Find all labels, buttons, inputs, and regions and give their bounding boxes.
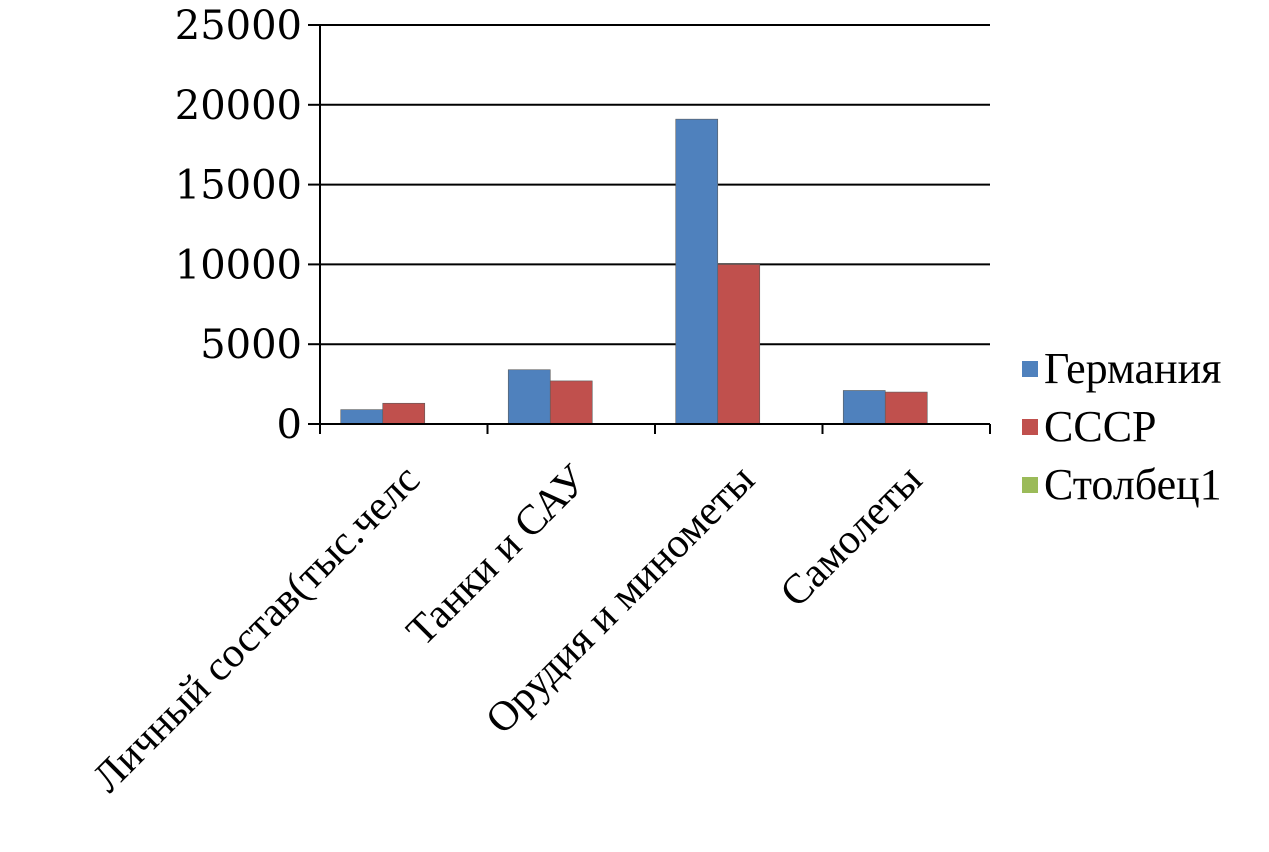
bar-ussr xyxy=(382,402,426,425)
x-tick-label: Личный состав(тыс.челс xyxy=(84,457,429,802)
bar-ussr xyxy=(884,391,928,425)
y-tick-label: 10000 xyxy=(175,242,302,288)
y-tick-label: 5000 xyxy=(200,322,302,368)
legend-swatch xyxy=(1022,419,1038,435)
y-tick-label: 15000 xyxy=(175,163,302,209)
legend-label: СССР xyxy=(1044,402,1157,451)
gridlines xyxy=(320,24,990,346)
bar-germany xyxy=(842,390,886,425)
y-tick-labels: 0 5000 10000 15000 20000 25000 xyxy=(175,3,302,448)
bar-ussr xyxy=(717,264,761,425)
legend-label: Германия xyxy=(1044,344,1221,393)
axes xyxy=(308,24,991,434)
bar-germany xyxy=(507,369,551,425)
legend: Германия СССР Столбец1 xyxy=(1022,344,1222,509)
bar-ussr xyxy=(549,380,593,425)
y-tick-label: 20000 xyxy=(175,83,302,129)
bar-germany xyxy=(340,409,384,425)
bars xyxy=(340,118,928,425)
x-tick-label: Самолеты xyxy=(772,457,932,617)
legend-swatch xyxy=(1022,477,1038,493)
legend-label: Столбец1 xyxy=(1044,460,1222,509)
y-tick-label: 25000 xyxy=(175,3,302,49)
bar-germany xyxy=(675,118,719,425)
legend-swatch xyxy=(1022,361,1038,377)
y-tick-label: 0 xyxy=(277,402,302,448)
